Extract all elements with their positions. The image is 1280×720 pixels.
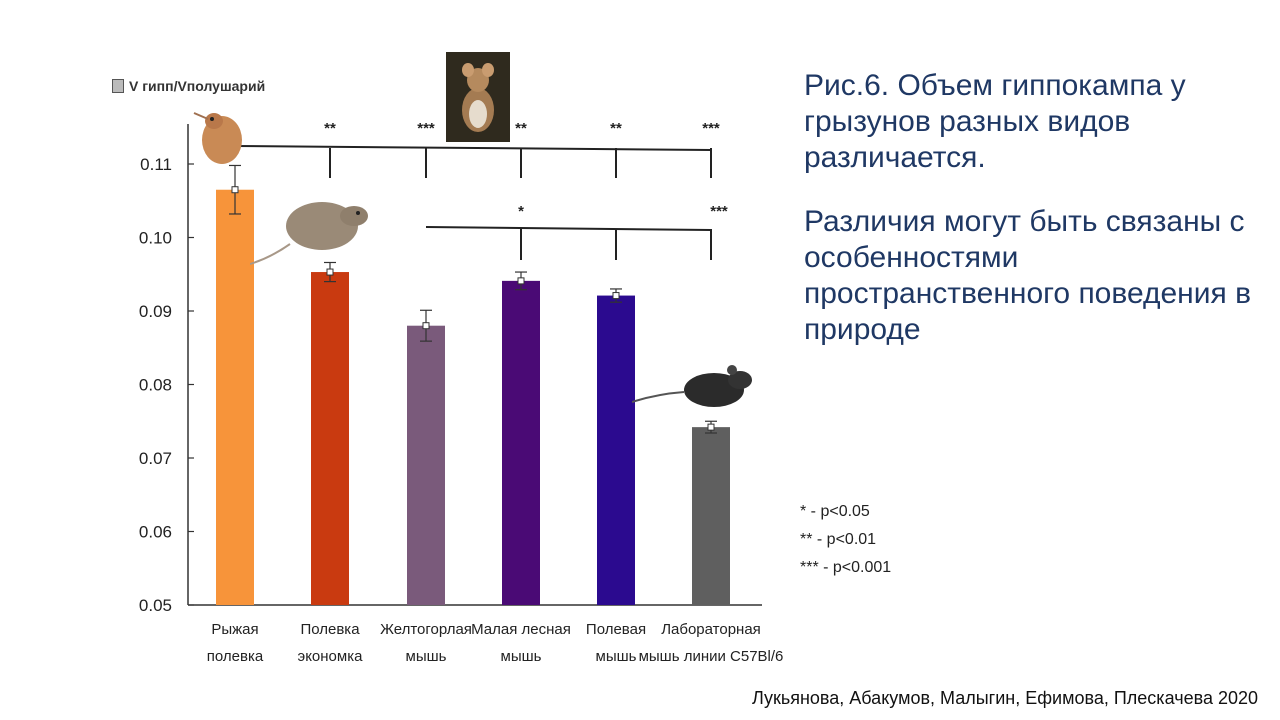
x-tick-label: мышь линии С57Bl/6	[639, 648, 784, 665]
citation: Лукьянова, Абакумов, Малыгин, Ефимова, П…	[751, 688, 1258, 708]
bar	[502, 280, 540, 605]
x-tick-label: Полевая	[586, 621, 646, 638]
y-tick-label: 0.08	[139, 376, 172, 395]
x-tick-label: Рыжая	[211, 621, 258, 638]
bar	[311, 272, 349, 605]
legend-item: * - p<0.05	[800, 503, 870, 520]
mean-marker	[612, 292, 620, 300]
bar	[407, 325, 445, 605]
lab-mouse-photo	[632, 365, 752, 407]
legend-square-icon	[112, 79, 124, 93]
sibling-vole-photo	[250, 202, 368, 265]
chart-axes: 0.05 0.06 0.07 0.08 0.09 0.10 0.11	[139, 124, 762, 615]
bracket-line	[425, 226, 712, 231]
mean-marker	[231, 186, 239, 194]
y-tick-label: 0.07	[139, 449, 172, 468]
significance-brackets: ** *** ** ** **** ***	[234, 120, 728, 260]
wood-mouse-photo	[446, 52, 510, 142]
slide-title: Рис.6. Объем гиппокампа у грызунов разны…	[804, 69, 1186, 174]
x-tick-label: Желтогорлая	[380, 621, 472, 638]
x-tick-label: мышь	[596, 648, 637, 665]
y-tick-label: 0.11	[140, 155, 172, 174]
significance-mark: ***	[417, 120, 435, 137]
bar	[692, 427, 730, 605]
y-tick-label: 0.10	[139, 229, 172, 248]
significance-mark: **	[324, 120, 336, 137]
significance-mark: ***	[702, 120, 720, 137]
y-tick-label: 0.06	[139, 523, 172, 542]
x-tick-label: полевка	[207, 648, 264, 665]
mean-marker	[517, 277, 525, 285]
x-tick-label: Лабораторная	[661, 621, 761, 638]
y-axis-label: V гипп/Vполушарий	[112, 78, 265, 94]
bracket-line	[234, 145, 712, 151]
x-tick-label: экономка	[298, 648, 364, 665]
bar	[216, 189, 254, 605]
x-tick-label: Малая лесная	[471, 621, 571, 638]
bar	[597, 295, 635, 605]
y-tick-label: 0.05	[139, 596, 172, 615]
significance-mark: **	[610, 120, 622, 137]
significance-mark: ***	[710, 203, 728, 220]
slide-body-text: Различия могут быть связаны с особенност…	[804, 205, 1252, 346]
chart-bars	[216, 164, 730, 605]
significance-mark: *	[518, 203, 524, 220]
legend-item: *** - p<0.001	[800, 559, 892, 576]
mean-marker	[326, 268, 334, 276]
mean-marker	[707, 423, 715, 431]
red-vole-photo	[193, 112, 242, 164]
significance-mark: **	[515, 120, 527, 137]
x-axis-labels: Рыжая полевка Полевка экономка Желтогорлая мы…	[207, 621, 784, 665]
x-tick-label: мышь	[501, 648, 542, 665]
x-tick-label: Полевка	[300, 621, 360, 638]
legend-item: ** - p<0.01	[800, 531, 877, 548]
mean-marker	[422, 322, 430, 330]
y-tick-label: 0.09	[139, 302, 172, 321]
significance-legend: * - p<0.05 ** - p<0.01 *** - p<0.001	[800, 498, 891, 582]
bar-chart: 0.050.060.070.080.090.100.11 ** *** ** ** **…	[139, 120, 784, 665]
x-tick-label: мышь	[406, 648, 447, 665]
